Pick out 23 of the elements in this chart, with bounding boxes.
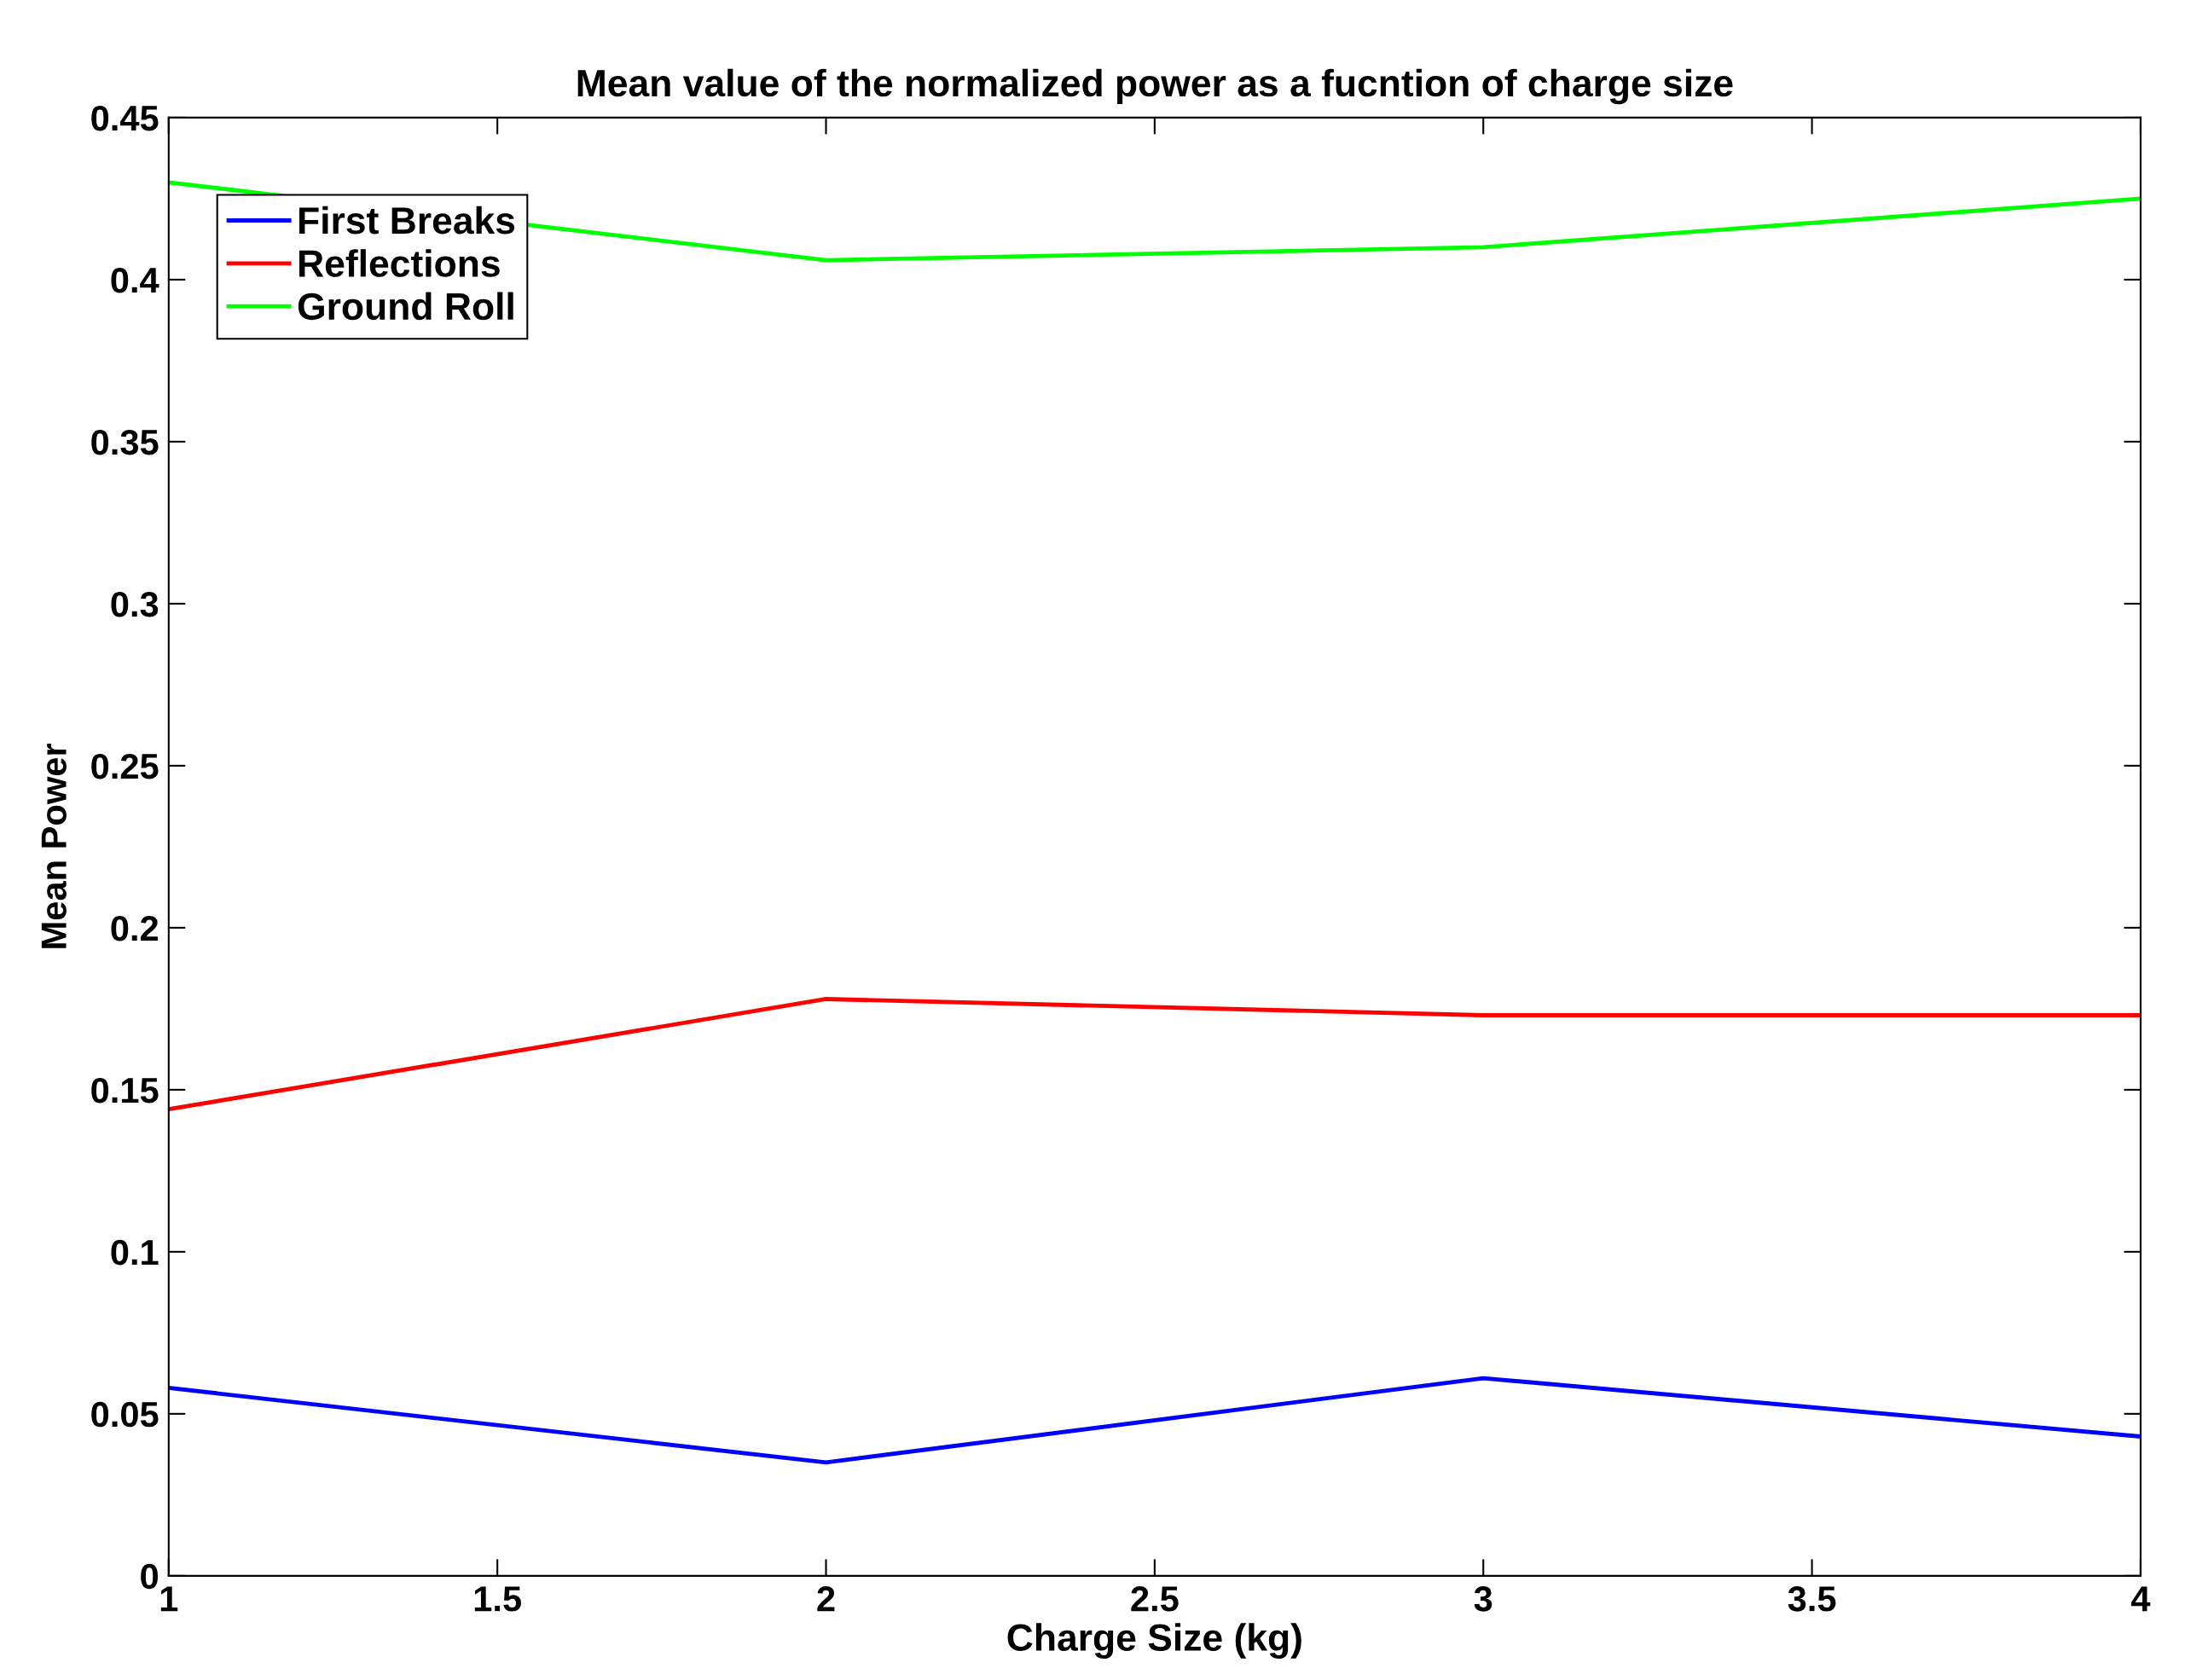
legend-label: Ground Roll (298, 292, 513, 321)
y-axis-title: Mean Power (41, 743, 67, 948)
x-tick-label: 3.5 (1788, 1586, 1836, 1612)
y-tick-label: 0.25 (91, 753, 159, 779)
x-tick-label: 1.5 (474, 1586, 521, 1612)
chart-title: Mean value of the normalized power as a fucntion of charge size (577, 68, 1733, 105)
y-tick-label: 0.2 (111, 915, 159, 941)
y-tick-label: 0.35 (91, 429, 159, 455)
x-tick-label: 2 (817, 1586, 835, 1612)
y-tick-label: 0.1 (111, 1239, 159, 1266)
legend-label: First Breaks (299, 206, 515, 235)
y-tick-label: 0.15 (91, 1077, 159, 1104)
y-tick-label: 0.05 (91, 1401, 159, 1428)
x-tick-label: 1 (160, 1586, 178, 1612)
y-tick-label: 0.4 (111, 267, 159, 293)
x-tick-label: 3 (1474, 1586, 1493, 1612)
x-axis-title: Charge Size (kg) (1007, 1623, 1301, 1659)
x-tick-label: 4 (2130, 1586, 2151, 1612)
y-tick-label: 0 (141, 1563, 158, 1590)
x-tick-label: 2.5 (1131, 1586, 1179, 1612)
y-tick-label: 0.3 (111, 591, 159, 617)
legend-label: Reflections (299, 249, 500, 277)
y-tick-label: 0.45 (91, 105, 159, 131)
